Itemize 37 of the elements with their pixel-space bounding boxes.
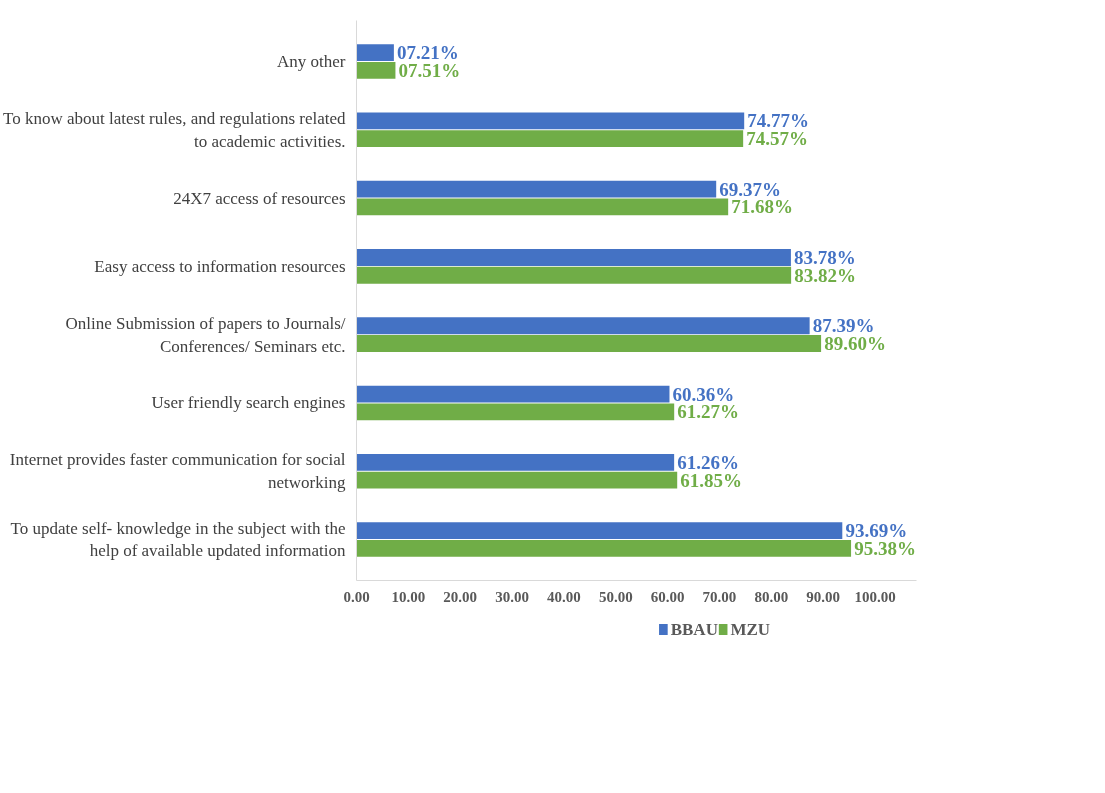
x-tick-label: 100.00	[854, 588, 896, 605]
legend-label: BBAU	[670, 620, 718, 639]
x-tick-label: 80.00	[754, 588, 789, 605]
bar	[356, 44, 394, 62]
x-tick-label: 0.00	[343, 588, 370, 605]
x-tick-label: 20.00	[443, 588, 478, 605]
bar	[356, 471, 678, 489]
bar	[356, 403, 675, 421]
y-tick-label: Easy access to information resources	[94, 256, 346, 276]
bar	[356, 522, 843, 540]
x-tick-label: 40.00	[547, 588, 581, 605]
bar	[356, 335, 822, 352]
x-tick-label: 70.00	[702, 588, 737, 605]
bar	[356, 249, 791, 266]
x-tick-label: 10.00	[391, 588, 426, 605]
bar	[356, 180, 717, 198]
bar	[356, 112, 745, 130]
y-tick-label: To know about latest rules, and regulations related to academic activities.	[3, 108, 346, 151]
bar	[356, 453, 675, 471]
bar	[356, 317, 810, 335]
bar	[356, 385, 670, 403]
y-tick-label: Any other	[277, 51, 346, 71]
bar	[356, 266, 792, 284]
bar	[356, 539, 852, 557]
x-tick-label: 60.00	[650, 588, 685, 605]
y-tick-label: User friendly search engines	[151, 393, 346, 413]
bar	[356, 61, 396, 79]
bar	[356, 198, 729, 216]
y-tick-label: To update self- knowledge in the subject with the help of available updated information	[10, 518, 346, 561]
y-tick-label: 24X7 access of resources	[173, 188, 346, 208]
x-tick-label: 50.00	[598, 588, 633, 605]
x-tick-label: 30.00	[495, 588, 529, 605]
legend-label: MZU	[730, 620, 771, 639]
x-tick-label: 90.00	[806, 588, 841, 605]
y-tick-label: Online Submission of papers to Journals/ Conferences/ Seminars etc.	[65, 313, 346, 356]
bar	[356, 130, 744, 148]
y-tick-label: Internet provides faster communication for social networking	[9, 450, 346, 493]
